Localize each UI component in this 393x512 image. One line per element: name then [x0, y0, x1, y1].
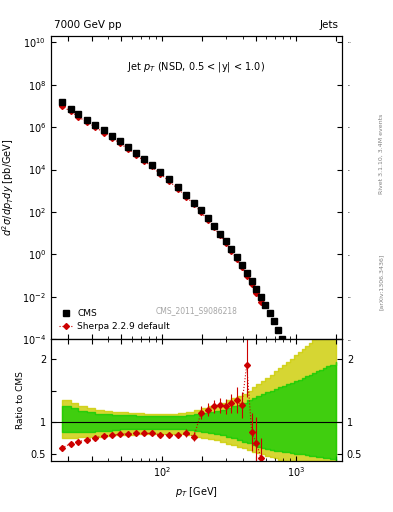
Y-axis label: Ratio to CMS: Ratio to CMS [16, 371, 25, 429]
Text: Jets: Jets [320, 20, 339, 30]
Text: CMS_2011_S9086218: CMS_2011_S9086218 [156, 306, 237, 315]
Text: Rivet 3.1.10, 3.4M events: Rivet 3.1.10, 3.4M events [379, 114, 384, 194]
Legend: CMS, Sherpa 2.2.9 default: CMS, Sherpa 2.2.9 default [55, 305, 174, 335]
Text: 7000 GeV pp: 7000 GeV pp [54, 20, 121, 30]
Text: [arXiv:1306.3436]: [arXiv:1306.3436] [379, 253, 384, 310]
X-axis label: $p_T$ [GeV]: $p_T$ [GeV] [175, 485, 218, 499]
Text: Jet $p_T$ (NSD, 0.5 < |y| < 1.0): Jet $p_T$ (NSD, 0.5 < |y| < 1.0) [127, 60, 266, 74]
Y-axis label: $d^2\sigma/dp_T dy$ [pb/GeV]: $d^2\sigma/dp_T dy$ [pb/GeV] [1, 139, 17, 237]
